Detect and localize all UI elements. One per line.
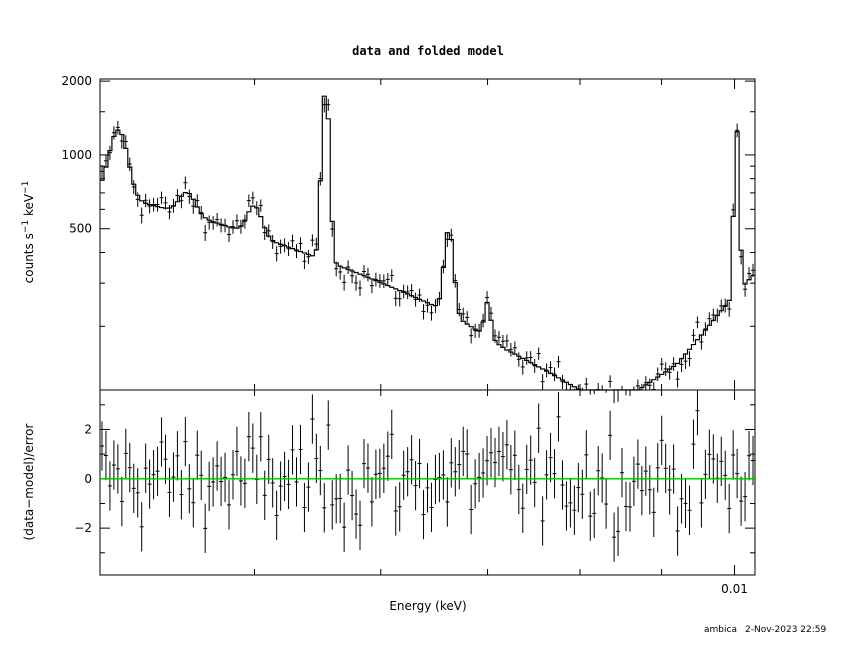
tick-marks bbox=[99, 79, 755, 575]
axes-frames bbox=[99, 78, 756, 576]
bottom-ytick-label-neg2: −2 bbox=[74, 521, 92, 535]
ylabel-unit: keV bbox=[22, 193, 36, 220]
top-ytick-label-500: 500 bbox=[69, 222, 92, 236]
ylabel-exp2: −1 bbox=[21, 181, 31, 194]
chart-title: data and folded model bbox=[352, 44, 504, 58]
folded-model-line bbox=[100, 95, 755, 391]
xtick-label-0.01: 0.01 bbox=[721, 582, 748, 596]
footer-timestamp: 2-Nov-2023 22:59 bbox=[745, 625, 827, 635]
tick-labels: 500 1000 2000 −2 0 2 0.01 bbox=[61, 74, 747, 596]
bottom-ytick-label-0: 0 bbox=[84, 472, 92, 486]
ylabel-exp1: −1 bbox=[21, 220, 31, 233]
top-ytick-label-2000: 2000 bbox=[61, 74, 92, 88]
bottom-panel-frame bbox=[99, 389, 756, 576]
ylabel-main: counts s bbox=[22, 233, 36, 283]
footer-user: ambica bbox=[704, 625, 737, 635]
top-ytick-label-1000: 1000 bbox=[61, 148, 92, 162]
bottom-ytick-label-2: 2 bbox=[84, 422, 92, 436]
top-y-axis-label: counts s−1 keV−1 bbox=[21, 181, 36, 284]
residual-points bbox=[100, 390, 755, 562]
top-data-points bbox=[100, 97, 755, 404]
top-model-curve bbox=[100, 95, 755, 391]
top-panel-frame bbox=[99, 78, 756, 391]
bottom-y-axis-label: (data−model)/error bbox=[22, 423, 36, 540]
x-axis-label: Energy (keV) bbox=[389, 599, 466, 613]
